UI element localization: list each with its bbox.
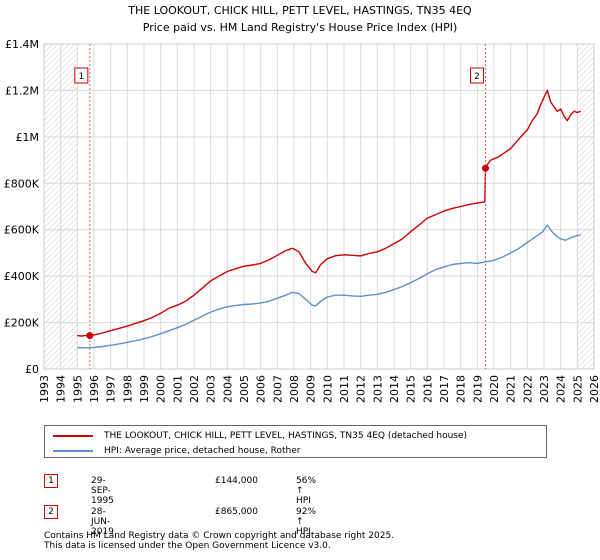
chart-title: THE LOOKOUT, CHICK HILL, PETT LEVEL, HAS… bbox=[127, 4, 472, 17]
chart-legend: THE LOOKOUT, CHICK HILL, PETT LEVEL, HAS… bbox=[44, 425, 547, 458]
x-tick-label: 2010 bbox=[321, 375, 334, 403]
footer-license: This data is licensed under the Open Gov… bbox=[44, 541, 331, 551]
y-tick-label: £0 bbox=[25, 363, 39, 376]
sale-price: £144,000 bbox=[215, 476, 258, 486]
x-tick-label: 2022 bbox=[521, 375, 534, 403]
x-tick-label: 2023 bbox=[538, 375, 551, 403]
legend-item-property: THE LOOKOUT, CHICK HILL, PETT LEVEL, HAS… bbox=[53, 428, 467, 443]
plot-border bbox=[43, 43, 595, 370]
hatched-region bbox=[577, 44, 594, 369]
x-tick-label: 2013 bbox=[371, 375, 384, 403]
sale-marker-box bbox=[470, 67, 484, 84]
x-tick-label: 2009 bbox=[305, 375, 318, 403]
legend-label-hpi: HPI: Average price, detached house, Roth… bbox=[104, 445, 301, 456]
y-tick-label: £1.4M bbox=[5, 38, 39, 51]
y-tick-label: £400K bbox=[4, 270, 40, 283]
x-tick-label: 2017 bbox=[438, 375, 451, 403]
x-tick-label: 2020 bbox=[488, 375, 501, 403]
sale-hpi-change: 56% ↑ HPI bbox=[296, 476, 317, 506]
property-series-line bbox=[77, 89, 581, 337]
sale-date: 28-JUN-2019 bbox=[91, 507, 114, 537]
x-tick-label: 2011 bbox=[338, 375, 351, 403]
x-tick-label: 1994 bbox=[55, 375, 68, 403]
price-chart: THE LOOKOUT, CHICK HILL, PETT LEVEL, HAS… bbox=[4, 4, 600, 403]
x-tick-label: 2024 bbox=[555, 375, 568, 403]
hpi-series-line bbox=[77, 224, 581, 349]
x-tick-label: 1993 bbox=[38, 375, 51, 403]
x-tick-label: 2000 bbox=[155, 375, 168, 403]
x-tick-label: 2014 bbox=[388, 375, 401, 403]
footer-attribution: Contains HM Land Registry data © Crown c… bbox=[44, 531, 394, 551]
x-tick-label: 2021 bbox=[505, 375, 518, 403]
sale-price: £865,000 bbox=[215, 507, 258, 517]
x-tick-label: 2018 bbox=[455, 375, 468, 403]
sale-hpi-change: 92% ↑ HPI bbox=[296, 507, 317, 537]
footer-copyright: Contains HM Land Registry data © Crown c… bbox=[44, 531, 395, 541]
x-tick-label: 2003 bbox=[205, 375, 218, 403]
chart-subtitle: Price paid vs. HM Land Registry's House … bbox=[143, 21, 458, 34]
sale-point bbox=[86, 332, 94, 340]
x-tick-label: 2015 bbox=[405, 375, 418, 403]
sale-marker-box bbox=[74, 67, 89, 84]
plot-area bbox=[44, 44, 594, 369]
sale-date: 29-SEP-1995 bbox=[91, 476, 114, 506]
y-tick-label: £1.2M bbox=[5, 84, 39, 97]
x-tick-label: 1999 bbox=[138, 375, 151, 403]
sale-number-badge: 1 bbox=[44, 474, 58, 488]
x-tick-label: 2019 bbox=[471, 375, 484, 403]
y-tick-label: £800K bbox=[4, 177, 40, 190]
x-tick-label: 2026 bbox=[588, 375, 600, 403]
sale-number-badge: 2 bbox=[44, 505, 58, 519]
legend-label-property: THE LOOKOUT, CHICK HILL, PETT LEVEL, HAS… bbox=[104, 430, 468, 441]
x-tick-label: 2001 bbox=[171, 375, 184, 403]
x-tick-label: 1995 bbox=[71, 375, 84, 403]
x-tick-label: 2008 bbox=[288, 375, 301, 403]
legend-item-hpi: HPI: Average price, detached house, Roth… bbox=[53, 443, 300, 458]
x-tick-label: 1998 bbox=[121, 375, 134, 403]
x-tick-label: 1997 bbox=[105, 375, 118, 403]
x-tick-label: 2002 bbox=[188, 375, 201, 403]
y-tick-label: £200K bbox=[4, 317, 40, 330]
x-tick-label: 2006 bbox=[255, 375, 268, 403]
x-tick-label: 1996 bbox=[88, 375, 101, 403]
x-tick-label: 2016 bbox=[421, 375, 434, 403]
x-tick-label: 2012 bbox=[355, 375, 368, 403]
x-tick-label: 2007 bbox=[271, 375, 284, 403]
x-tick-label: 2025 bbox=[571, 375, 584, 403]
sale-marker-label: 1 bbox=[78, 72, 84, 82]
sale-point bbox=[482, 164, 489, 172]
x-tick-label: 2004 bbox=[221, 375, 234, 403]
y-tick-label: £600K bbox=[4, 224, 40, 237]
legend-swatch-property bbox=[53, 434, 93, 437]
y-tick-label: £1M bbox=[16, 131, 40, 144]
legend-swatch-hpi bbox=[53, 449, 93, 452]
sale-marker-label: 2 bbox=[474, 72, 480, 82]
x-tick-label: 2005 bbox=[238, 375, 251, 403]
